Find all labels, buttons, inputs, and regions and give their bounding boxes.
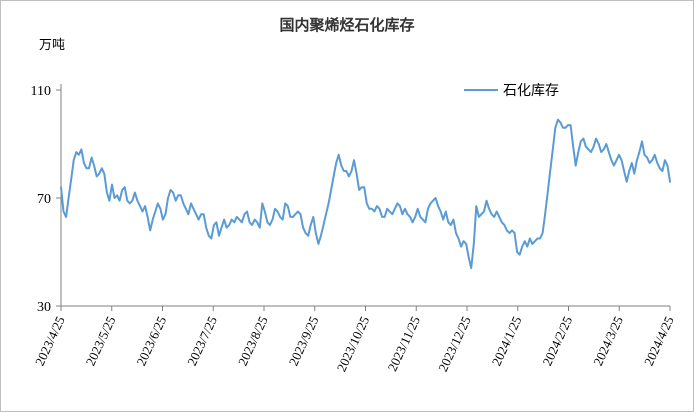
x-tick-label: 2024/2/25 bbox=[539, 314, 575, 368]
y-tick-label: 110 bbox=[31, 84, 51, 99]
x-tick-label: 2023/7/25 bbox=[184, 314, 220, 368]
series-line-petrochemical-inventory bbox=[60, 118, 671, 270]
x-tick-label: 2024/3/25 bbox=[590, 314, 626, 368]
y-axis: 30 70 110 bbox=[31, 84, 61, 315]
x-tick-label: 2023/12/25 bbox=[435, 314, 474, 374]
x-tick-label: 2023/11/25 bbox=[385, 314, 423, 374]
chart-title: 国内聚烯烃石化库存 bbox=[279, 16, 414, 34]
x-tick-label: 2023/4/25 bbox=[32, 314, 68, 368]
x-axis: 2023/4/25 2023/5/25 2023/6/25 2023/7/25 2023… bbox=[32, 306, 677, 374]
x-tick-label: 2023/10/25 bbox=[334, 314, 373, 374]
x-tick-label: 2023/6/25 bbox=[133, 314, 169, 368]
x-tick-label: 2024/1/25 bbox=[489, 314, 525, 368]
x-tick-label: 2024/4/25 bbox=[641, 314, 677, 368]
legend-label: 石化库存 bbox=[503, 83, 559, 99]
x-tick-label: 2023/9/25 bbox=[286, 314, 322, 368]
x-tick-label: 2023/8/25 bbox=[235, 314, 271, 368]
x-tick-label: 2023/5/25 bbox=[83, 314, 119, 368]
y-axis-unit-label: 万吨 bbox=[39, 38, 65, 53]
y-tick-label: 70 bbox=[37, 192, 51, 207]
legend: 石化库存 bbox=[464, 83, 559, 99]
y-tick-label: 30 bbox=[37, 300, 51, 315]
